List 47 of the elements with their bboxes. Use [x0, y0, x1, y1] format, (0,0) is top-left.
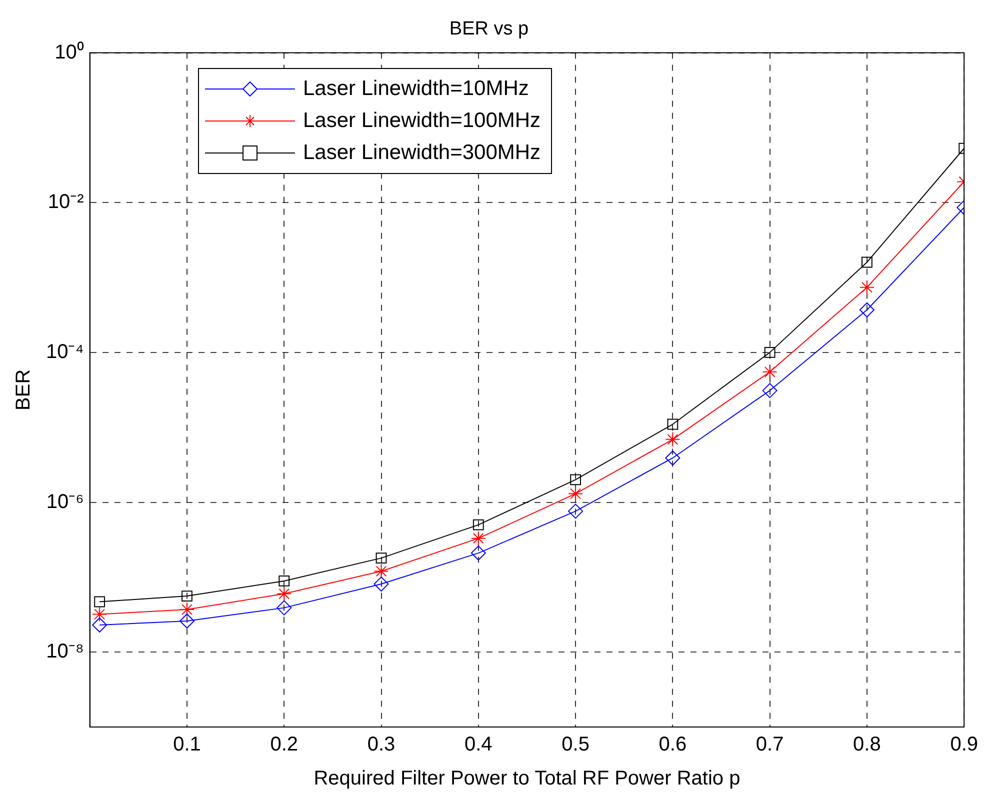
- y-axis-title: BER: [12, 369, 35, 410]
- point: [859, 280, 874, 295]
- y-tick-label: 10⁻⁸: [46, 640, 84, 663]
- point: [376, 552, 387, 564]
- point: [278, 576, 290, 586]
- point: [182, 590, 192, 602]
- point: [92, 617, 108, 632]
- point: [762, 383, 778, 398]
- point: [470, 530, 486, 546]
- point: [276, 586, 292, 602]
- x-tick-label: 0.5: [562, 734, 590, 756]
- point: [92, 606, 108, 622]
- point: [667, 418, 678, 430]
- x-tick-label: 0.9: [950, 734, 978, 756]
- point: [859, 302, 874, 318]
- point: [179, 602, 194, 618]
- point: [374, 576, 389, 592]
- point: [862, 256, 872, 268]
- x-axis-title: Required Filter Power to Total RF Power Ratio p: [314, 768, 740, 790]
- point: [470, 546, 486, 561]
- legend-label: Laser Linewidth=300MHz: [303, 141, 541, 165]
- point: [472, 519, 484, 530]
- point: [374, 564, 389, 579]
- x-tick-label: 0.4: [464, 734, 492, 756]
- x-tick-label: 0.7: [756, 734, 784, 756]
- point: [94, 596, 106, 608]
- point: [762, 364, 778, 380]
- x-tick-label: 0.3: [367, 734, 396, 756]
- point: [179, 614, 194, 629]
- legend-label: Laser Linewidth=10MHz: [303, 77, 529, 101]
- point: [764, 346, 776, 358]
- y-tick-label: 10⁻⁴: [46, 340, 84, 363]
- point: [568, 504, 584, 519]
- point: [568, 486, 584, 502]
- y-tick-label: 10⁻⁶: [46, 490, 84, 513]
- point: [665, 432, 680, 447]
- y-tick-label: 10⁰: [54, 40, 84, 64]
- chart-title: BER vs p: [449, 18, 529, 40]
- legend-label: Laser Linewidth=100MHz: [303, 109, 541, 133]
- x-tick-label: 0.8: [853, 734, 881, 756]
- x-tick-label: 0.1: [173, 734, 201, 756]
- x-tick-label: 0.2: [270, 734, 298, 756]
- point: [276, 600, 292, 616]
- y-tick-label: 10⁻²: [48, 191, 84, 214]
- point: [665, 450, 680, 466]
- x-tick-label: 0.6: [658, 734, 687, 756]
- point: [570, 474, 581, 486]
